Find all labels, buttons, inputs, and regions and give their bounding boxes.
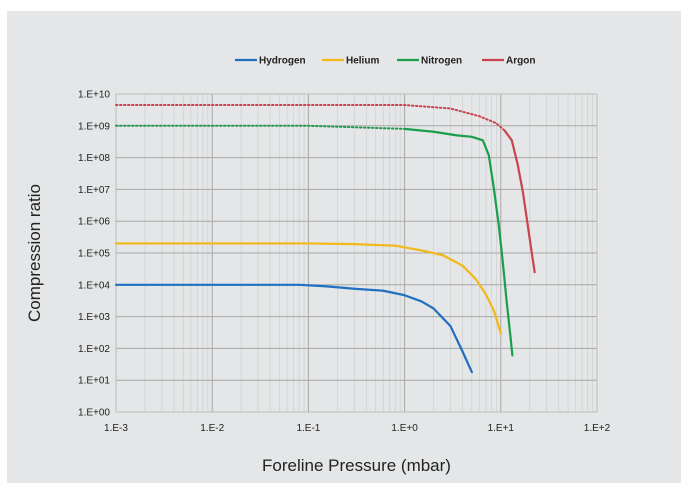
argon-solid-line (503, 129, 536, 274)
major-gridlines (115, 93, 598, 413)
legend-label-nitrogen: Nitrogen (421, 56, 462, 67)
y-tick-label: 1.E+04 (78, 280, 110, 291)
plot-frame (115, 93, 598, 413)
argon-dotted-line (115, 104, 506, 132)
legend-label-hydrogen: Hydrogen (259, 56, 306, 67)
y-tick-label: 1.E+06 (78, 217, 110, 228)
y-tick-labels: 1.E+00 1.E+01 1.E+02 1.E+03 1.E+04 1.E+05 1.E+… (78, 90, 110, 419)
y-tick-label: 1.E+01 (78, 376, 110, 387)
y-tick-label: 1.E+10 (78, 90, 110, 101)
x-tick-labels: 1.E-3 1.E-2 1.E-1 1.E+0 1.E+1 1.E+2 (104, 423, 611, 434)
x-tick-label: 1.E-1 (296, 423, 320, 434)
y-tick-label: 1.E+05 (78, 249, 110, 260)
y-tick-label: 1.E+00 (78, 408, 110, 419)
legend-label-helium: Helium (346, 56, 379, 67)
hydrogen-solid-line (114, 283, 473, 374)
nitrogen-solid-line (403, 127, 514, 357)
legend-label-argon: Argon (506, 56, 535, 67)
x-axis-title: Foreline Pressure (mbar) (262, 456, 451, 475)
x-tick-label: 1.E-2 (200, 423, 224, 434)
nitrogen-dotted-line (115, 124, 406, 130)
chart-background (7, 11, 681, 483)
legend: Hydrogen Helium Nitrogen Argon (235, 56, 535, 67)
x-tick-label: 1.E+1 (488, 423, 515, 434)
x-tick-label: 1.E+2 (584, 423, 611, 434)
y-tick-label: 1.E+09 (78, 121, 110, 132)
y-tick-label: 1.E+03 (78, 312, 110, 323)
y-tick-label: 1.E+08 (78, 153, 110, 164)
y-axis-title: Compression ratio (25, 184, 44, 322)
y-tick-label: 1.E+02 (78, 344, 110, 355)
helium-solid-line (114, 242, 502, 335)
x-tick-label: 1.E-3 (104, 423, 128, 434)
y-tick-label: 1.E+07 (78, 185, 110, 196)
series-layer (114, 104, 536, 374)
x-tick-label: 1.E+0 (391, 423, 418, 434)
